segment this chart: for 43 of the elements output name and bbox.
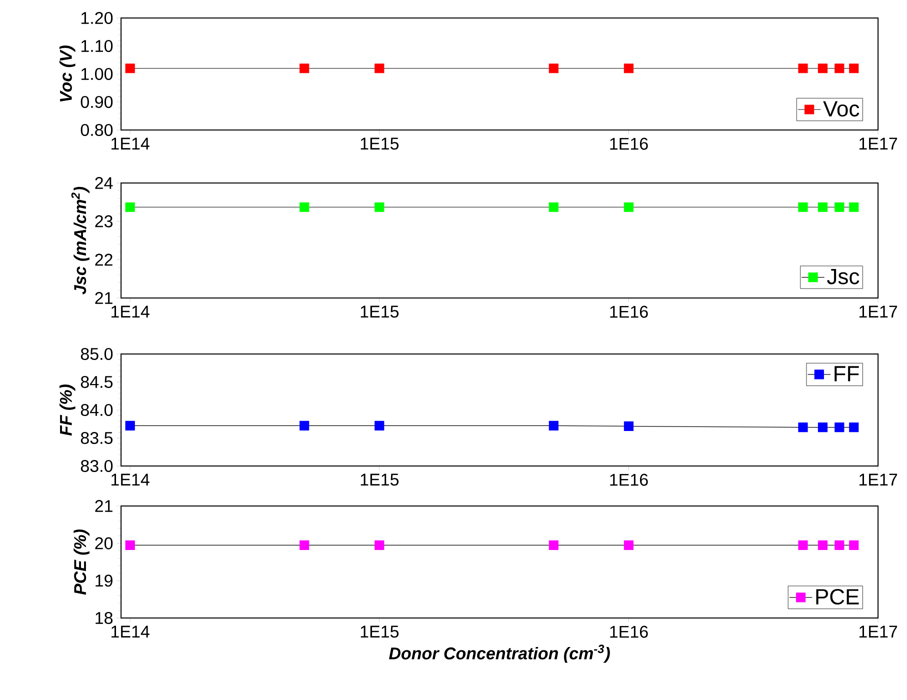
y-tick-label: 19 <box>96 574 112 587</box>
x-tick-label: 1E17 <box>860 474 898 486</box>
y-tick-label: 20 <box>95 537 113 550</box>
x-tick-label: 1E16 <box>610 626 648 638</box>
x-axis-title: Donor Concentration (cm$^{-3}$) <box>389 644 610 663</box>
legend-label: PCE <box>816 588 859 605</box>
y-tick-label: 24 <box>95 177 113 189</box>
legend-label: FF <box>834 366 859 382</box>
x-tick-label: 1E16 <box>610 474 648 486</box>
y-tick-label: 21 <box>95 500 112 512</box>
y-tick-label: 85.0 <box>80 348 113 360</box>
y-tick-label: 1.00 <box>81 68 113 80</box>
x-tick-label: 1E14 <box>112 138 150 150</box>
x-tick-label: 1E15 <box>360 474 399 486</box>
x-tick-label: 1E15 <box>360 306 399 318</box>
y-tick-label: 1.20 <box>81 12 113 24</box>
y-tick-label: 23 <box>95 215 113 228</box>
y-tick-label: 83.5 <box>80 432 113 444</box>
x-tick-label: 1E14 <box>112 626 150 638</box>
y-tick-label: 21 <box>95 292 112 304</box>
x-tick-label: 1E17 <box>860 306 898 318</box>
legend-label: Voc <box>823 101 860 117</box>
y-axis-title: Jsc (mA/cm$^{2}$) <box>71 186 90 294</box>
y-tick-label: 84.0 <box>80 404 113 416</box>
y-tick-label: 0.80 <box>80 124 113 136</box>
y-tick-label: 1.10 <box>81 40 113 52</box>
y-tick-label: 84.5 <box>80 376 113 388</box>
y-axis-title: Voc (V) <box>59 46 76 102</box>
x-tick-label: 1E14 <box>112 474 150 486</box>
x-tick-label: 1E16 <box>610 306 648 318</box>
x-tick-label: 1E14 <box>112 306 150 318</box>
y-tick-label: 22 <box>95 254 112 266</box>
y-tick-label: 0.90 <box>80 96 113 108</box>
x-tick-label: 1E15 <box>360 138 399 150</box>
x-tick-label: 1E17 <box>860 138 898 150</box>
y-tick-label: 18 <box>96 612 113 624</box>
x-tick-label: 1E16 <box>610 138 648 150</box>
y-axis-title: FF (%) <box>59 384 76 436</box>
x-tick-label: 1E15 <box>360 626 399 638</box>
x-tick-label: 1E17 <box>860 626 898 638</box>
y-axis-title: PCE (%) <box>74 529 90 595</box>
legend-label: Jsc <box>827 268 860 284</box>
y-tick-label: 83.0 <box>80 460 113 472</box>
